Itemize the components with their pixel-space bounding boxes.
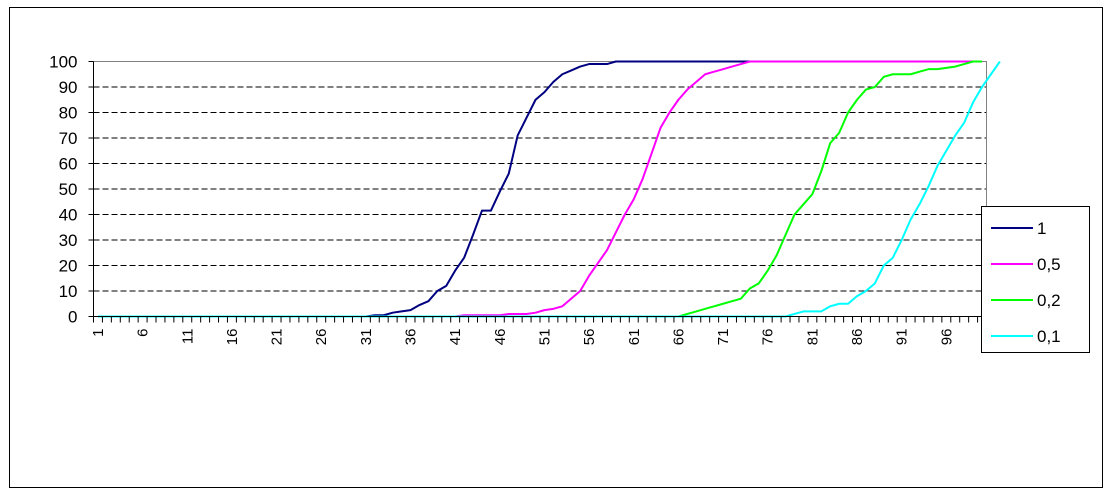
- legend-label: 0,1: [1037, 327, 1061, 346]
- legend: 1 0,5 0,2 0,1: [982, 207, 1090, 353]
- y-tick-label: 60: [59, 155, 78, 174]
- x-tick-label: 21: [269, 329, 286, 346]
- x-tick-label: 6: [135, 329, 152, 337]
- x-tick-label: 26: [313, 329, 330, 346]
- y-tick-label: 0: [68, 308, 77, 327]
- x-tick-label: 76: [760, 329, 777, 346]
- x-tick-label: 1: [90, 329, 107, 337]
- y-tick-label: 30: [59, 231, 78, 250]
- y-tick-label: 40: [59, 206, 78, 225]
- legend-label: 0,2: [1037, 291, 1061, 310]
- x-tick-label: 91: [894, 329, 911, 346]
- x-tick-label: 46: [492, 329, 509, 346]
- y-tick-label: 50: [59, 180, 78, 199]
- legend-label: 0,5: [1037, 255, 1061, 274]
- x-tick-label: 81: [804, 329, 821, 346]
- y-tick-label: 70: [59, 129, 78, 148]
- x-tick-label: 16: [224, 329, 241, 346]
- y-tick-label: 10: [59, 282, 78, 301]
- x-tick-label: 61: [626, 329, 643, 346]
- y-tick-label: 20: [59, 257, 78, 276]
- x-tick-label: 31: [358, 329, 375, 346]
- x-tick-label: 96: [938, 329, 955, 346]
- x-tick-label: 41: [447, 329, 464, 346]
- legend-label: 1: [1037, 219, 1046, 238]
- x-tick-label: 56: [581, 329, 598, 346]
- x-tick-label: 71: [715, 329, 732, 346]
- y-tick-label: 100: [49, 53, 77, 72]
- x-tick-label: 36: [403, 329, 420, 346]
- x-tick-label: 86: [849, 329, 866, 346]
- x-tick-label: 11: [179, 329, 196, 345]
- x-tick-label: 66: [670, 329, 687, 346]
- y-tick-label: 90: [59, 78, 78, 97]
- y-tick-label: 80: [59, 104, 78, 123]
- x-tick-label: 51: [536, 329, 553, 346]
